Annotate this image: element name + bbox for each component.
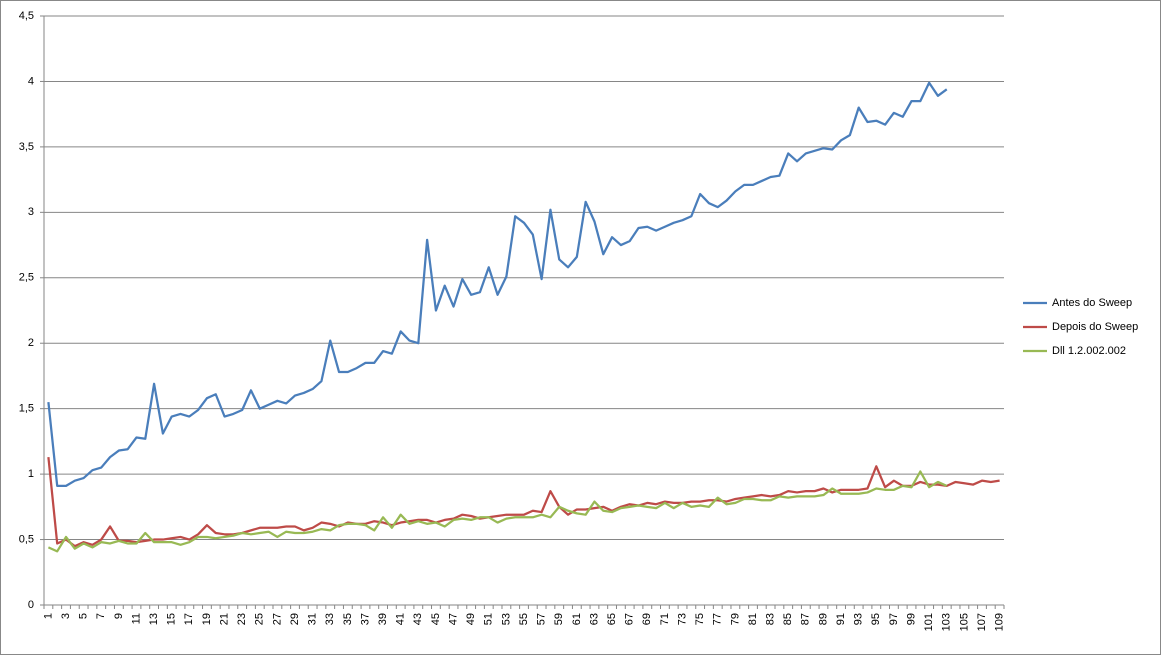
x-tick-label: 45 <box>430 613 442 625</box>
x-tick-label: 73 <box>676 613 688 625</box>
x-tick-label: 11 <box>130 613 142 624</box>
x-tick-label: 93 <box>853 613 865 625</box>
x-tick-label: 101 <box>923 613 935 631</box>
y-tick-label: 1,5 <box>19 403 34 415</box>
legend-label: Antes do Sweep <box>1052 297 1132 309</box>
x-tick-label: 107 <box>976 613 988 631</box>
x-tick-label: 55 <box>518 613 530 625</box>
y-tick-label: 4,5 <box>19 10 34 22</box>
x-tick-label: 95 <box>870 613 882 625</box>
x-tick-label: 83 <box>765 613 777 625</box>
x-tick-label: 51 <box>483 613 495 625</box>
x-tick-label: 37 <box>359 613 371 625</box>
x-tick-label: 89 <box>817 613 829 625</box>
x-tick-label: 53 <box>500 613 512 625</box>
y-tick-label: 0,5 <box>19 533 34 545</box>
x-tick-label: 17 <box>183 613 195 625</box>
legend-label: Depois do Sweep <box>1052 321 1138 333</box>
x-tick-label: 23 <box>236 613 248 625</box>
x-tick-label: 67 <box>624 613 636 625</box>
x-tick-label: 5 <box>78 613 90 619</box>
x-tick-label: 41 <box>395 613 407 625</box>
x-tick-label: 15 <box>166 613 178 625</box>
y-tick-label: 1 <box>28 468 34 480</box>
x-tick-label: 21 <box>218 613 230 625</box>
x-tick-label: 27 <box>271 613 283 625</box>
x-tick-label: 109 <box>994 613 1006 631</box>
y-tick-label: 2 <box>28 337 34 349</box>
x-tick-label: 105 <box>958 613 970 631</box>
series-line <box>47 456 1000 548</box>
x-tick-label: 49 <box>465 613 477 625</box>
x-tick-label: 103 <box>941 613 953 631</box>
y-tick-label: 2,5 <box>19 272 34 284</box>
x-tick-label: 43 <box>412 613 424 625</box>
x-tick-label: 81 <box>747 613 759 625</box>
x-tick-label: 1 <box>42 613 54 619</box>
y-tick-label: 3,5 <box>19 141 34 153</box>
y-tick-label: 3 <box>28 206 34 218</box>
x-tick-label: 29 <box>289 613 301 625</box>
x-tick-label: 13 <box>148 613 160 625</box>
series-line <box>47 470 948 553</box>
x-tick-label: 69 <box>641 613 653 625</box>
chart-frame <box>0 0 1161 655</box>
x-tick-label: 59 <box>553 613 565 625</box>
x-tick-label: 85 <box>782 613 794 625</box>
x-tick-label: 39 <box>377 613 389 625</box>
x-tick-label: 31 <box>307 613 319 625</box>
x-tick-label: 77 <box>712 613 724 625</box>
x-tick-label: 19 <box>201 613 213 625</box>
y-tick-label: 4 <box>28 75 34 87</box>
x-tick-label: 79 <box>729 613 741 625</box>
x-tick-label: 91 <box>835 613 847 625</box>
x-tick-label: 57 <box>536 613 548 625</box>
x-tick-label: 7 <box>95 613 107 619</box>
x-tick-label: 35 <box>342 613 354 625</box>
x-tick-label: 99 <box>905 613 917 625</box>
x-tick-label: 87 <box>800 613 812 625</box>
x-tick-label: 71 <box>659 613 671 625</box>
x-tick-label: 47 <box>447 613 459 625</box>
x-tick-label: 63 <box>588 613 600 625</box>
x-tick-label: 75 <box>694 613 706 625</box>
x-tick-label: 25 <box>254 613 266 625</box>
legend-label: Dll 1.2.002.002 <box>1052 345 1126 357</box>
series-line <box>47 81 948 488</box>
x-tick-label: 97 <box>888 613 900 625</box>
x-tick-label: 61 <box>571 613 583 625</box>
y-tick-label: 0 <box>28 599 34 611</box>
x-tick-label: 65 <box>606 613 618 625</box>
x-tick-label: 3 <box>60 613 72 619</box>
x-tick-label: 33 <box>324 613 336 625</box>
x-tick-label: 9 <box>113 613 125 619</box>
